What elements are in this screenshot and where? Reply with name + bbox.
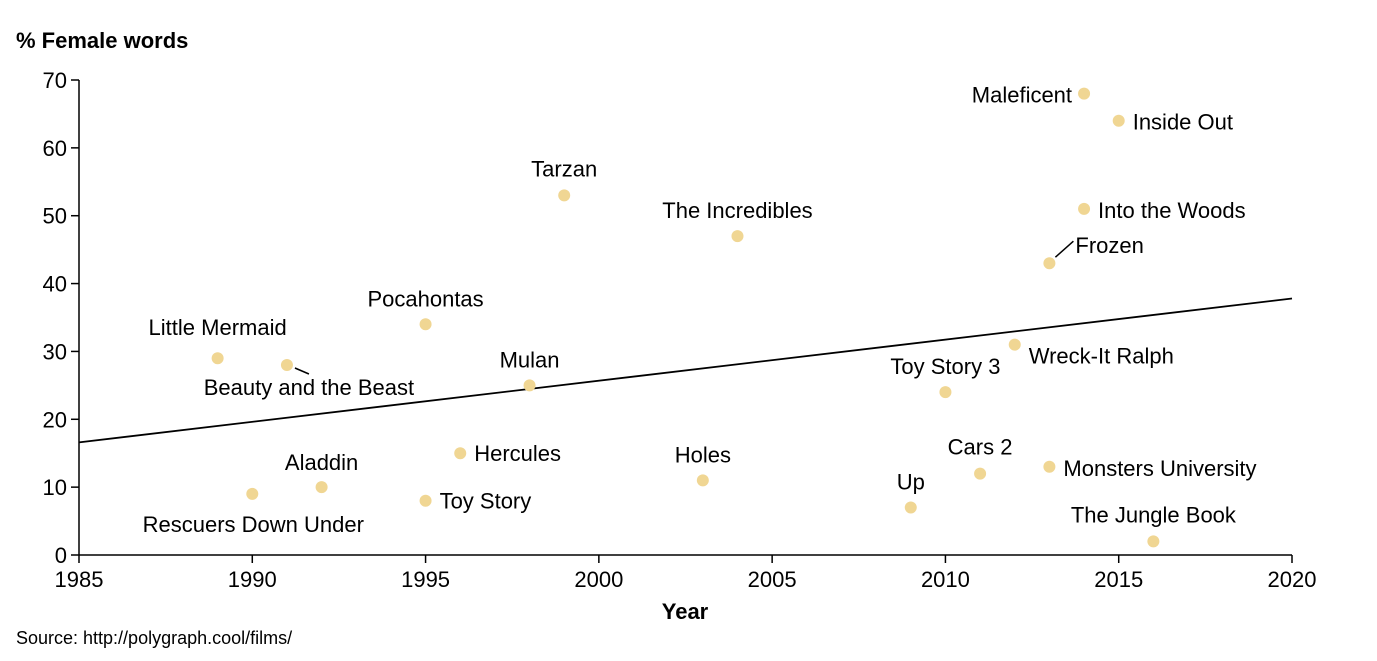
data-point: [246, 487, 259, 500]
point-label: Holes: [675, 442, 731, 467]
axes: 0 10 20 30 40 50 60 70 1985 1990 1995 2000 2005 2010 2…: [43, 68, 1317, 592]
points-layer: [211, 87, 1160, 548]
point-label: Hercules: [474, 441, 561, 466]
point-label: Toy Story: [440, 489, 532, 514]
point-label: Wreck-It Ralph: [1029, 344, 1174, 369]
point-label: Toy Story 3: [890, 354, 1000, 379]
y-tick-label: 70: [43, 68, 67, 93]
data-point: [419, 494, 432, 507]
y-tick-label: 10: [43, 475, 67, 500]
data-point: [1043, 460, 1056, 473]
trendline-layer: [78, 297, 1293, 444]
point-label: Frozen: [1075, 233, 1143, 258]
x-tick-label: 1995: [401, 567, 450, 592]
point-label: Little Mermaid: [149, 315, 287, 340]
y-tick-label: 20: [43, 407, 67, 432]
point-label: Pocahontas: [367, 286, 483, 311]
x-tick-label: 2010: [921, 567, 970, 592]
y-tick-label: 60: [43, 136, 67, 161]
data-point: [939, 386, 952, 399]
point-label: Tarzan: [531, 156, 597, 181]
data-point: [1078, 87, 1091, 100]
labels-layer: Little Mermaid Beauty and the Beast Rescue…: [143, 83, 1257, 537]
data-point: [558, 189, 571, 202]
data-point: [696, 474, 709, 487]
data-point: [1147, 535, 1160, 548]
y-tick-label: 0: [55, 543, 67, 568]
data-point: [974, 467, 987, 480]
x-tick-label: 1985: [55, 567, 104, 592]
point-label: Inside Out: [1133, 110, 1233, 135]
x-axis-title: Year: [662, 599, 709, 624]
y-axis-title: % Female words: [16, 28, 188, 53]
point-label: Aladdin: [285, 450, 358, 475]
point-label: Up: [897, 470, 925, 495]
x-tick-label: 2005: [748, 567, 797, 592]
data-point: [1078, 202, 1091, 215]
x-tick-label: 2015: [1094, 567, 1143, 592]
data-point: [454, 447, 467, 460]
data-point: [731, 230, 744, 243]
x-tick-label: 1990: [228, 567, 277, 592]
point-label: Maleficent: [972, 83, 1072, 108]
data-point: [315, 481, 328, 494]
y-tick-label: 30: [43, 339, 67, 364]
data-point: [1008, 338, 1021, 351]
y-tick-label: 50: [43, 204, 67, 229]
point-label: Beauty and the Beast: [204, 375, 414, 400]
data-point: [1043, 257, 1056, 270]
point-label: Cars 2: [948, 435, 1013, 460]
point-label: Monsters University: [1063, 456, 1256, 481]
x-tick-label: 2000: [574, 567, 623, 592]
point-label: The Incredibles: [662, 198, 812, 223]
point-label: Mulan: [500, 347, 560, 372]
x-tick-label: 2020: [1268, 567, 1317, 592]
point-label: Rescuers Down Under: [143, 512, 364, 537]
trendline: [78, 297, 1293, 444]
y-tick-label: 40: [43, 272, 67, 297]
source-note: Source: http://polygraph.cool/films/: [16, 628, 292, 648]
label-leader-line: [1054, 240, 1074, 258]
data-point: [280, 359, 293, 371]
data-point: [419, 318, 432, 331]
data-point: [904, 501, 917, 514]
point-label: Into the Woods: [1098, 198, 1246, 223]
point-label: The Jungle Book: [1071, 502, 1237, 527]
label-leader-line: [294, 367, 310, 375]
data-point: [523, 379, 536, 392]
data-point: [1112, 114, 1125, 127]
data-point: [211, 352, 224, 365]
